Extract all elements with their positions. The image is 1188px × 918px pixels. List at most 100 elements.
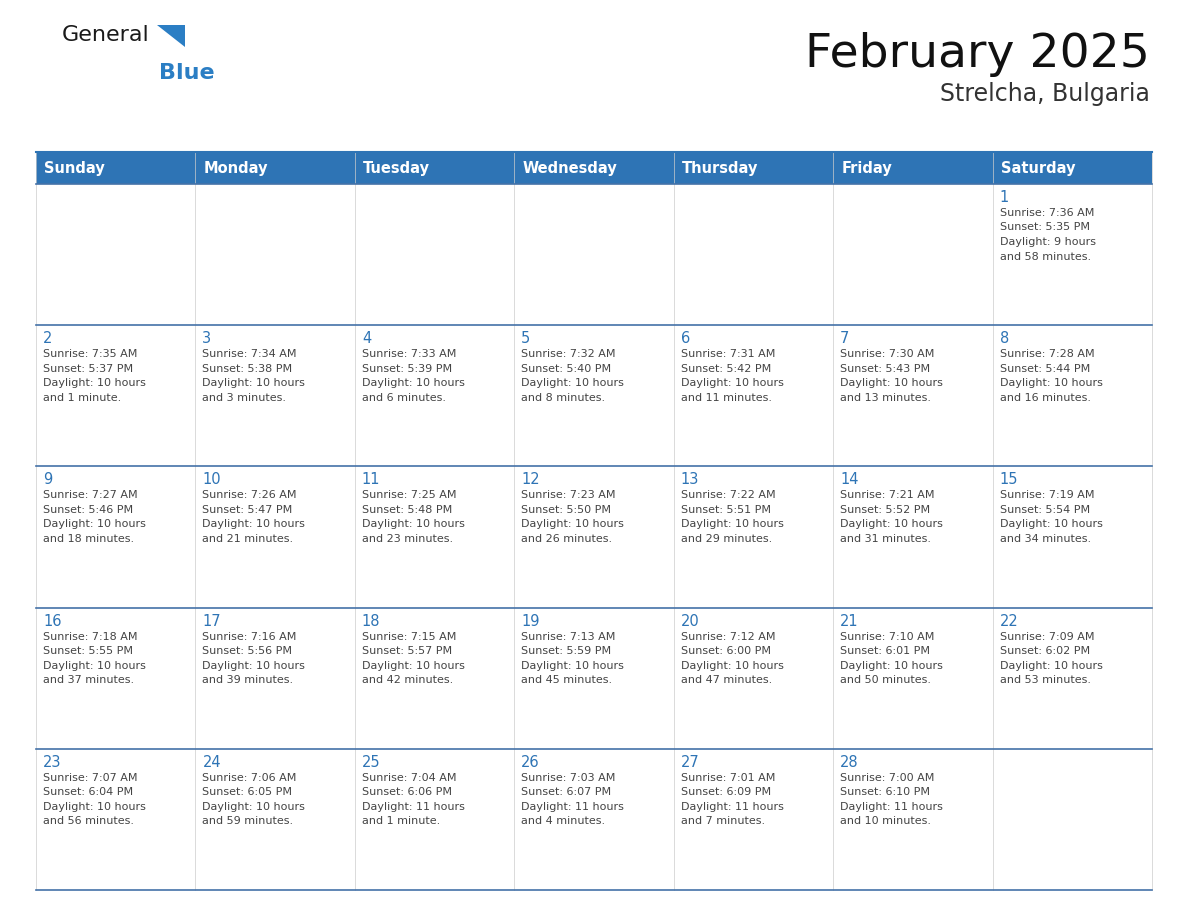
Text: Daylight: 10 hours: Daylight: 10 hours (681, 520, 784, 530)
Text: Daylight: 10 hours: Daylight: 10 hours (202, 661, 305, 671)
Text: Daylight: 10 hours: Daylight: 10 hours (999, 378, 1102, 388)
Text: 22: 22 (999, 613, 1018, 629)
Text: Sunrise: 7:26 AM: Sunrise: 7:26 AM (202, 490, 297, 500)
Text: Sunrise: 7:35 AM: Sunrise: 7:35 AM (43, 349, 138, 359)
Bar (196, 325, 355, 466)
Text: Sunrise: 7:21 AM: Sunrise: 7:21 AM (840, 490, 935, 500)
Text: Sunrise: 7:19 AM: Sunrise: 7:19 AM (999, 490, 1094, 500)
Bar (514, 466, 674, 608)
Text: Wednesday: Wednesday (523, 161, 617, 175)
Text: Sunrise: 7:33 AM: Sunrise: 7:33 AM (362, 349, 456, 359)
Text: Sunset: 5:57 PM: Sunset: 5:57 PM (362, 646, 451, 656)
Text: Sunset: 5:55 PM: Sunset: 5:55 PM (43, 646, 133, 656)
Text: Daylight: 10 hours: Daylight: 10 hours (202, 378, 305, 388)
Text: and 23 minutes.: and 23 minutes. (362, 534, 453, 543)
Bar (196, 184, 355, 325)
Text: Daylight: 10 hours: Daylight: 10 hours (522, 378, 624, 388)
Text: Daylight: 10 hours: Daylight: 10 hours (840, 661, 943, 671)
Text: Daylight: 10 hours: Daylight: 10 hours (43, 378, 146, 388)
Text: Daylight: 11 hours: Daylight: 11 hours (522, 801, 624, 812)
Text: 24: 24 (202, 755, 221, 770)
Text: Sunset: 5:48 PM: Sunset: 5:48 PM (362, 505, 453, 515)
Text: Sunset: 6:10 PM: Sunset: 6:10 PM (840, 788, 930, 798)
Text: Sunrise: 7:04 AM: Sunrise: 7:04 AM (362, 773, 456, 783)
Text: 18: 18 (362, 613, 380, 629)
Text: and 26 minutes.: and 26 minutes. (522, 534, 612, 543)
Bar (36, 152, 1152, 184)
Text: and 18 minutes.: and 18 minutes. (43, 534, 134, 543)
Text: 11: 11 (362, 473, 380, 487)
Text: 8: 8 (999, 331, 1009, 346)
Bar (992, 608, 1152, 749)
Bar (355, 749, 514, 890)
Text: 19: 19 (522, 613, 539, 629)
Text: Daylight: 10 hours: Daylight: 10 hours (202, 520, 305, 530)
Text: Friday: Friday (841, 161, 892, 175)
Text: Sunset: 6:02 PM: Sunset: 6:02 PM (999, 646, 1089, 656)
Bar (833, 608, 992, 749)
Text: and 47 minutes.: and 47 minutes. (681, 675, 772, 685)
Bar (674, 749, 833, 890)
Text: Daylight: 10 hours: Daylight: 10 hours (999, 520, 1102, 530)
Text: Daylight: 10 hours: Daylight: 10 hours (840, 520, 943, 530)
Text: 27: 27 (681, 755, 700, 770)
Text: Monday: Monday (203, 161, 268, 175)
Text: 13: 13 (681, 473, 699, 487)
Text: Sunset: 5:39 PM: Sunset: 5:39 PM (362, 364, 451, 374)
Text: 17: 17 (202, 613, 221, 629)
Text: Daylight: 10 hours: Daylight: 10 hours (681, 378, 784, 388)
Text: and 39 minutes.: and 39 minutes. (202, 675, 293, 685)
Text: and 31 minutes.: and 31 minutes. (840, 534, 931, 543)
Text: Sunset: 6:00 PM: Sunset: 6:00 PM (681, 646, 771, 656)
Text: 20: 20 (681, 613, 700, 629)
Text: Daylight: 10 hours: Daylight: 10 hours (999, 661, 1102, 671)
Bar (674, 608, 833, 749)
Text: Daylight: 10 hours: Daylight: 10 hours (362, 378, 465, 388)
Text: Sunrise: 7:01 AM: Sunrise: 7:01 AM (681, 773, 775, 783)
Text: 21: 21 (840, 613, 859, 629)
Text: Daylight: 10 hours: Daylight: 10 hours (362, 661, 465, 671)
Text: and 45 minutes.: and 45 minutes. (522, 675, 612, 685)
Text: Sunset: 6:07 PM: Sunset: 6:07 PM (522, 788, 612, 798)
Text: and 8 minutes.: and 8 minutes. (522, 393, 606, 403)
Text: and 7 minutes.: and 7 minutes. (681, 816, 765, 826)
Text: Sunrise: 7:07 AM: Sunrise: 7:07 AM (43, 773, 138, 783)
Text: Tuesday: Tuesday (362, 161, 430, 175)
Text: Daylight: 10 hours: Daylight: 10 hours (43, 520, 146, 530)
Text: Daylight: 9 hours: Daylight: 9 hours (999, 237, 1095, 247)
Text: Sunrise: 7:22 AM: Sunrise: 7:22 AM (681, 490, 776, 500)
Bar (355, 608, 514, 749)
Text: Daylight: 10 hours: Daylight: 10 hours (202, 801, 305, 812)
Text: Sunset: 5:54 PM: Sunset: 5:54 PM (999, 505, 1089, 515)
Text: 9: 9 (43, 473, 52, 487)
Text: Sunrise: 7:03 AM: Sunrise: 7:03 AM (522, 773, 615, 783)
Text: 3: 3 (202, 331, 211, 346)
Bar (833, 749, 992, 890)
Bar (36, 184, 196, 325)
Text: 28: 28 (840, 755, 859, 770)
Bar (514, 608, 674, 749)
Text: and 16 minutes.: and 16 minutes. (999, 393, 1091, 403)
Text: Sunset: 5:52 PM: Sunset: 5:52 PM (840, 505, 930, 515)
Bar (196, 466, 355, 608)
Text: Sunset: 5:51 PM: Sunset: 5:51 PM (681, 505, 771, 515)
Text: Sunset: 5:42 PM: Sunset: 5:42 PM (681, 364, 771, 374)
Text: Sunrise: 7:12 AM: Sunrise: 7:12 AM (681, 632, 776, 642)
Text: Daylight: 10 hours: Daylight: 10 hours (43, 801, 146, 812)
Bar (36, 466, 196, 608)
Bar (36, 325, 196, 466)
Text: and 58 minutes.: and 58 minutes. (999, 252, 1091, 262)
Text: Sunset: 6:01 PM: Sunset: 6:01 PM (840, 646, 930, 656)
Text: Sunset: 5:40 PM: Sunset: 5:40 PM (522, 364, 612, 374)
Text: Sunrise: 7:36 AM: Sunrise: 7:36 AM (999, 208, 1094, 218)
Text: Sunrise: 7:09 AM: Sunrise: 7:09 AM (999, 632, 1094, 642)
Text: Sunday: Sunday (44, 161, 105, 175)
Text: Daylight: 10 hours: Daylight: 10 hours (362, 520, 465, 530)
Text: Sunset: 5:59 PM: Sunset: 5:59 PM (522, 646, 612, 656)
Text: Sunrise: 7:16 AM: Sunrise: 7:16 AM (202, 632, 297, 642)
Text: Sunset: 5:38 PM: Sunset: 5:38 PM (202, 364, 292, 374)
Text: Sunrise: 7:27 AM: Sunrise: 7:27 AM (43, 490, 138, 500)
Bar (833, 184, 992, 325)
Bar (992, 749, 1152, 890)
Text: 14: 14 (840, 473, 859, 487)
